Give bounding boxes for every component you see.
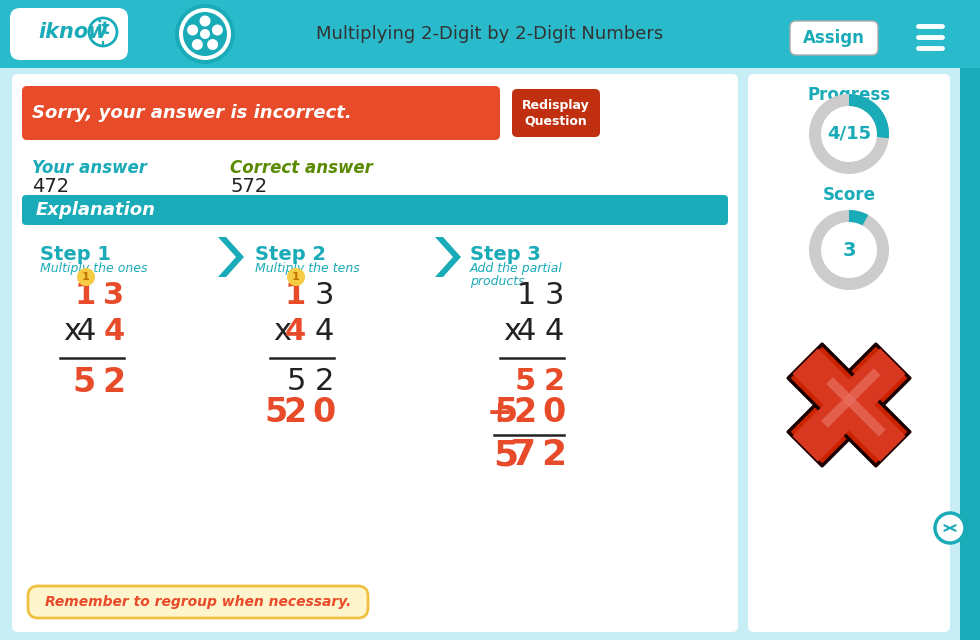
Polygon shape	[821, 369, 881, 428]
Text: 3: 3	[842, 241, 856, 259]
Circle shape	[935, 513, 965, 543]
FancyBboxPatch shape	[960, 68, 980, 640]
Text: 1: 1	[516, 280, 536, 310]
Text: 1: 1	[285, 280, 306, 310]
Polygon shape	[793, 348, 906, 461]
Wedge shape	[809, 94, 889, 174]
Text: Explanation: Explanation	[36, 201, 156, 219]
Text: Remember to regroup when necessary.: Remember to regroup when necessary.	[45, 595, 351, 609]
Text: 7: 7	[511, 438, 536, 472]
Circle shape	[200, 29, 210, 39]
Text: 4: 4	[76, 317, 96, 346]
Text: Sorry, your answer is incorrect.: Sorry, your answer is incorrect.	[32, 104, 352, 122]
Text: 1: 1	[82, 272, 90, 282]
Text: Multiplying 2-Digit by 2-Digit Numbers: Multiplying 2-Digit by 2-Digit Numbers	[317, 25, 663, 43]
Text: 3: 3	[544, 280, 564, 310]
Text: 4: 4	[285, 317, 306, 346]
Wedge shape	[809, 210, 889, 290]
Text: +: +	[487, 399, 513, 428]
FancyBboxPatch shape	[22, 195, 728, 225]
Circle shape	[175, 4, 235, 64]
Polygon shape	[793, 348, 906, 461]
Circle shape	[187, 24, 198, 35]
Polygon shape	[788, 344, 909, 466]
Text: Correct answer: Correct answer	[230, 159, 372, 177]
Text: it: it	[96, 20, 110, 38]
Text: 2: 2	[541, 438, 566, 472]
Circle shape	[287, 268, 305, 286]
Text: 1: 1	[292, 272, 300, 282]
FancyBboxPatch shape	[0, 0, 980, 68]
Text: 5: 5	[493, 438, 518, 472]
Text: Multiply the tens: Multiply the tens	[255, 262, 360, 275]
FancyBboxPatch shape	[790, 21, 878, 55]
Text: Step 2: Step 2	[255, 245, 326, 264]
Text: 572: 572	[230, 177, 268, 195]
Text: x: x	[63, 317, 81, 346]
Circle shape	[77, 268, 95, 286]
FancyBboxPatch shape	[10, 8, 128, 60]
Text: Step 1: Step 1	[40, 245, 111, 264]
Text: 2: 2	[315, 367, 333, 396]
Text: 3: 3	[104, 280, 124, 310]
FancyBboxPatch shape	[12, 74, 738, 632]
Text: Multiply the ones: Multiply the ones	[40, 262, 148, 275]
Wedge shape	[849, 210, 868, 225]
Text: 5: 5	[265, 397, 288, 429]
Text: 0: 0	[542, 397, 565, 429]
Wedge shape	[849, 94, 889, 138]
Text: 4: 4	[516, 317, 536, 346]
Polygon shape	[218, 237, 244, 277]
FancyBboxPatch shape	[28, 586, 368, 618]
Polygon shape	[435, 237, 461, 277]
Text: Progress: Progress	[808, 86, 891, 104]
Text: 2: 2	[103, 367, 125, 399]
Circle shape	[179, 8, 231, 60]
Text: 4: 4	[103, 317, 124, 346]
Text: iknow: iknow	[38, 22, 108, 42]
Text: products: products	[470, 275, 524, 288]
Text: 472: 472	[32, 177, 70, 195]
Text: Add the partial: Add the partial	[470, 262, 563, 275]
FancyBboxPatch shape	[748, 74, 950, 632]
Text: 4/15: 4/15	[827, 125, 871, 143]
Text: 4: 4	[315, 317, 333, 346]
Text: Step 3: Step 3	[470, 245, 541, 264]
Polygon shape	[826, 377, 886, 436]
Polygon shape	[788, 344, 909, 466]
Text: 5: 5	[495, 397, 518, 429]
Circle shape	[183, 12, 227, 56]
Text: Assign: Assign	[803, 29, 865, 47]
Text: 1: 1	[74, 280, 96, 310]
Text: 2: 2	[544, 367, 564, 396]
Text: Your answer: Your answer	[32, 159, 147, 177]
Text: 2: 2	[283, 397, 306, 429]
Text: x: x	[503, 317, 521, 346]
FancyBboxPatch shape	[512, 89, 600, 137]
Text: 3: 3	[315, 280, 334, 310]
Text: 0: 0	[313, 397, 335, 429]
FancyBboxPatch shape	[22, 86, 500, 140]
Text: Redisplay
Question: Redisplay Question	[522, 99, 590, 127]
Text: 2: 2	[513, 397, 536, 429]
Circle shape	[212, 24, 222, 35]
Circle shape	[207, 39, 219, 50]
Circle shape	[192, 39, 203, 50]
Text: 5: 5	[286, 367, 306, 396]
Text: x: x	[273, 317, 291, 346]
Text: 5: 5	[514, 367, 536, 396]
Text: Score: Score	[822, 186, 875, 204]
Text: 5: 5	[73, 367, 96, 399]
Text: 4: 4	[544, 317, 564, 346]
Circle shape	[200, 15, 211, 26]
